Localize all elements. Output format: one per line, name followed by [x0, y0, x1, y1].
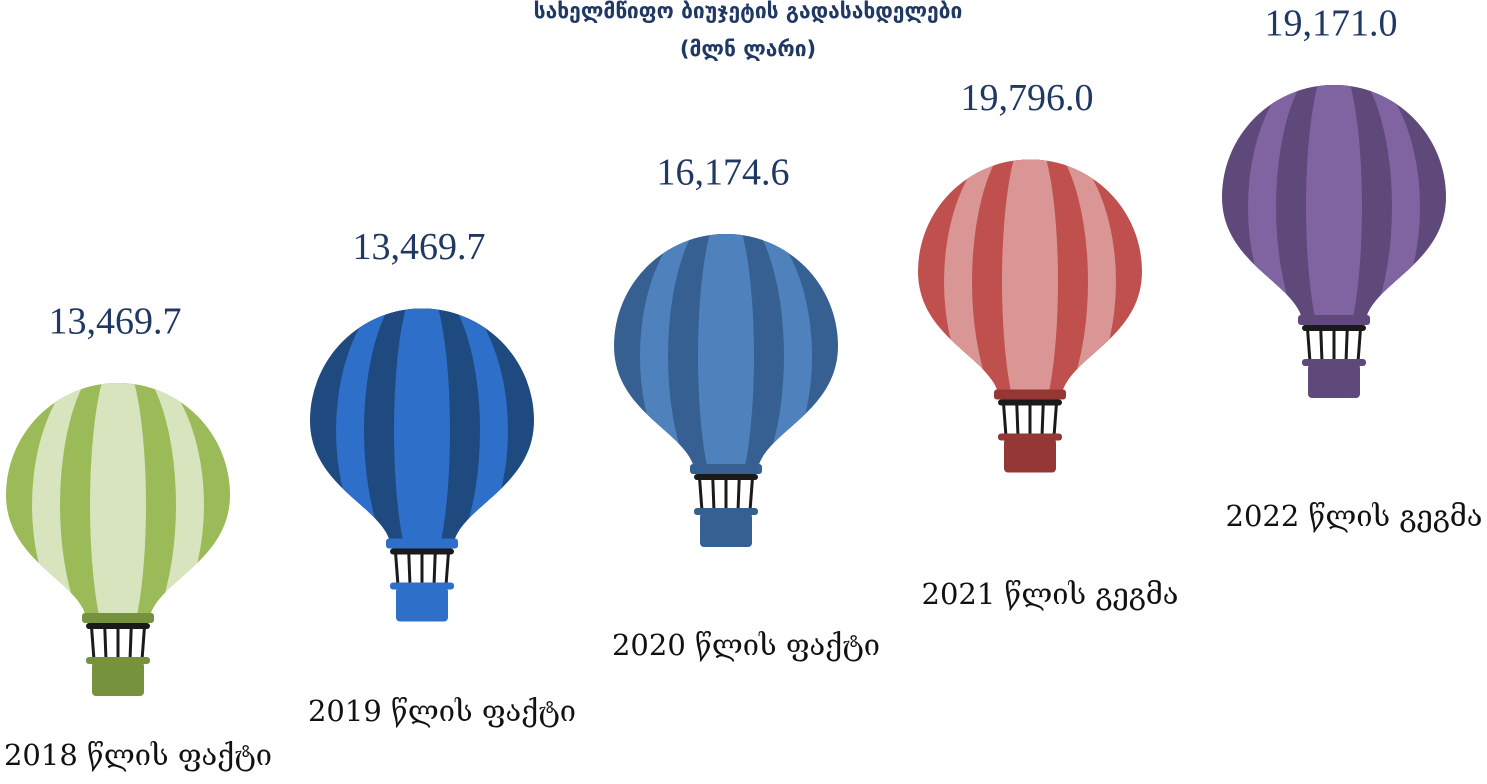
category-label: 2021 წლის გეგმა: [922, 577, 1179, 611]
stripe: [1002, 159, 1058, 393]
neck: [994, 389, 1066, 400]
neck: [386, 538, 458, 549]
rope: [1306, 329, 1312, 363]
balloon: [310, 308, 534, 622]
stripe: [394, 308, 450, 542]
rope: [748, 478, 754, 512]
stripe: [90, 383, 146, 616]
rope: [1344, 329, 1349, 363]
stripes: [1248, 85, 1420, 318]
basket-ring: [998, 433, 1062, 441]
stripe: [698, 234, 754, 467]
rope: [1015, 404, 1020, 437]
basket-ring: [694, 508, 758, 515]
rope: [1052, 404, 1058, 437]
rope: [103, 627, 108, 661]
basket-ring: [1302, 359, 1366, 366]
basket: [396, 587, 448, 622]
value-label: 13,469.7: [353, 226, 486, 268]
value-label: 19,171.0: [1265, 3, 1398, 45]
rope: [1356, 329, 1362, 363]
rope: [1040, 404, 1045, 437]
rope: [407, 553, 412, 586]
rope: [711, 478, 716, 512]
chart-title: სახელმწიფო ბიუჯეტის გადასახდელები: [534, 0, 963, 23]
rope: [698, 478, 704, 512]
rim: [694, 474, 758, 480]
stripes: [640, 234, 812, 467]
category-label: 2020 წლის ფაქტი: [612, 628, 880, 662]
neck: [82, 613, 154, 623]
neck: [690, 464, 762, 474]
rim: [998, 399, 1062, 406]
category-label: 2018 წლის ფაქტი: [4, 738, 272, 772]
rope: [432, 553, 437, 586]
rim: [390, 548, 454, 555]
rope: [736, 478, 741, 512]
chart-subtitle: (მლნ ლარი): [680, 37, 816, 61]
value-label: 13,469.7: [49, 301, 182, 343]
value-label: 16,174.6: [657, 152, 790, 194]
rope: [140, 627, 146, 661]
basket-ring: [390, 582, 454, 590]
rope: [1002, 404, 1008, 437]
category-label: 2019 წლის ფაქტი: [308, 694, 576, 728]
balloon: [918, 159, 1142, 473]
balloon: [614, 234, 838, 547]
basket: [1004, 438, 1056, 473]
rim: [1302, 325, 1366, 331]
stripe: [1306, 85, 1362, 318]
rope: [1319, 329, 1324, 363]
value-label: 19,796.0: [961, 77, 1094, 119]
basket: [92, 662, 144, 696]
balloon: [6, 383, 230, 696]
stripes: [32, 383, 204, 616]
rope: [90, 627, 96, 661]
balloon: [1222, 85, 1446, 398]
stripes: [944, 159, 1116, 393]
basket: [1308, 364, 1360, 398]
rim: [86, 623, 150, 629]
rope: [128, 627, 133, 661]
rope: [394, 553, 400, 586]
stripes: [336, 308, 508, 542]
basket: [700, 513, 752, 547]
category-label: 2022 წლის გეგმა: [1226, 499, 1483, 533]
rope: [444, 553, 450, 586]
neck: [1298, 315, 1370, 325]
basket-ring: [86, 657, 150, 664]
